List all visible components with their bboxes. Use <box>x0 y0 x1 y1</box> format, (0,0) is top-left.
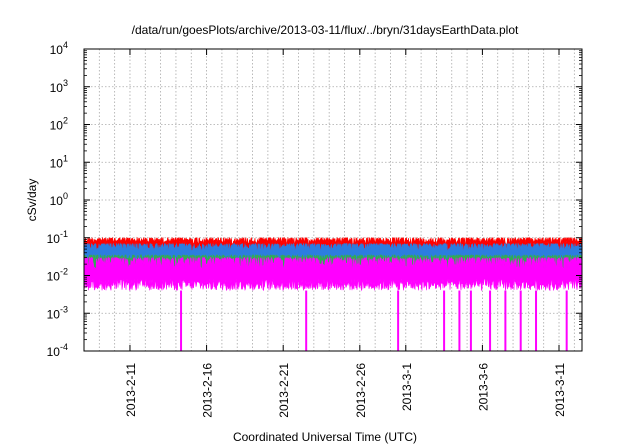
x-tick-label: 2013-2-16 <box>201 363 215 418</box>
chart-title: /data/run/goesPlots/archive/2013-03-11/f… <box>132 23 519 37</box>
y-tick-label: 101 <box>50 153 68 170</box>
x-tick-label: 2013-3-6 <box>476 363 490 411</box>
y-tick-label: 10-2 <box>47 267 68 284</box>
y-tick-label: 10-3 <box>47 304 68 321</box>
x-tick-label: 2013-2-11 <box>124 363 138 417</box>
x-axis-label: Coordinated Universal Time (UTC) <box>233 430 417 444</box>
y-tick-label: 10-4 <box>47 342 68 359</box>
y-tick-label: 10-1 <box>47 229 68 246</box>
y-tick-label: 103 <box>50 78 68 95</box>
y-axis-label: cSv/day <box>25 179 39 222</box>
grid <box>84 49 582 351</box>
x-tick-label: 2013-3-1 <box>400 363 414 411</box>
y-tick-label: 104 <box>50 40 68 57</box>
x-axis: 2013-2-11 2013-2-16 2013-2-21 2013-2-26 2013… <box>124 49 567 418</box>
series-band <box>83 256 583 292</box>
x-tick-label: 2013-2-26 <box>354 363 368 418</box>
x-tick-label: 2013-3-11 <box>553 363 567 417</box>
y-tick-label: 100 <box>50 191 68 208</box>
y-axis: 10-4 10-3 10-2 10-1 100 101 102 103 104 <box>47 40 582 359</box>
plot-series <box>83 236 583 351</box>
y-tick-label: 102 <box>50 116 68 133</box>
x-tick-label: 2013-2-21 <box>277 363 291 418</box>
series-3 <box>83 256 583 351</box>
